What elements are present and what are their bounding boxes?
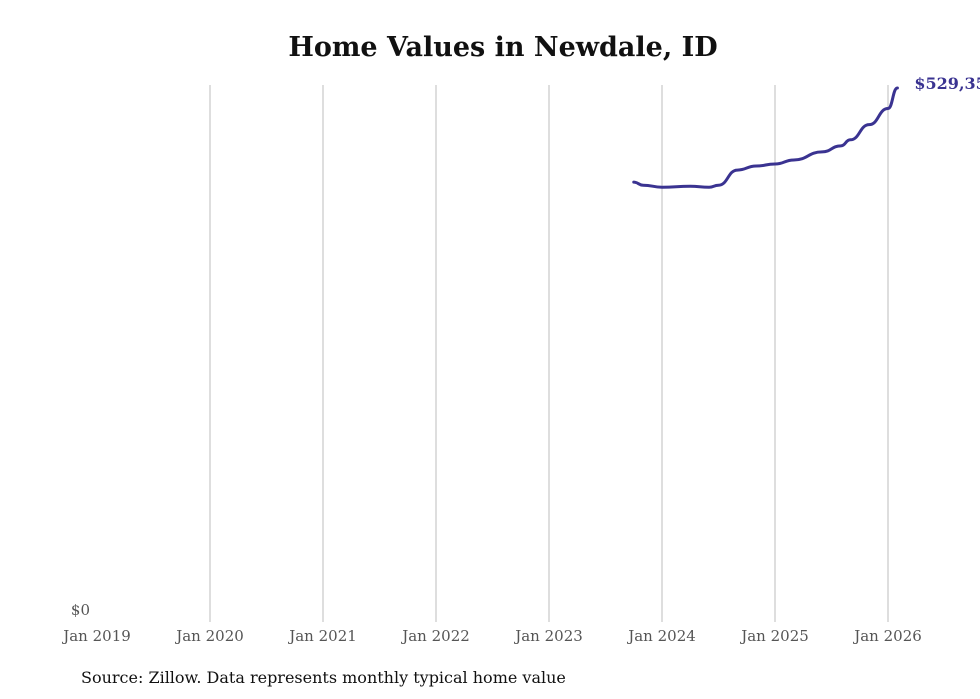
y-tick-label: $0: [71, 601, 90, 619]
x-tick-label: Jan 2020: [174, 627, 244, 645]
x-tick-label: Jan 2024: [626, 627, 696, 645]
source-note: Source: Zillow. Data represents monthly …: [81, 668, 566, 687]
x-tick-label: Jan 2019: [61, 627, 131, 645]
end-value-label: $529,350: [914, 74, 980, 93]
chart-title: Home Values in Newdale, ID: [288, 32, 718, 63]
x-tick-label: Jan 2021: [287, 627, 357, 645]
x-tick-label: Jan 2022: [400, 627, 470, 645]
x-tick-label: Jan 2025: [739, 627, 809, 645]
x-tick-label: Jan 2023: [513, 627, 583, 645]
x-tick-label: Jan 2026: [852, 627, 922, 645]
series-line: [632, 86, 899, 189]
